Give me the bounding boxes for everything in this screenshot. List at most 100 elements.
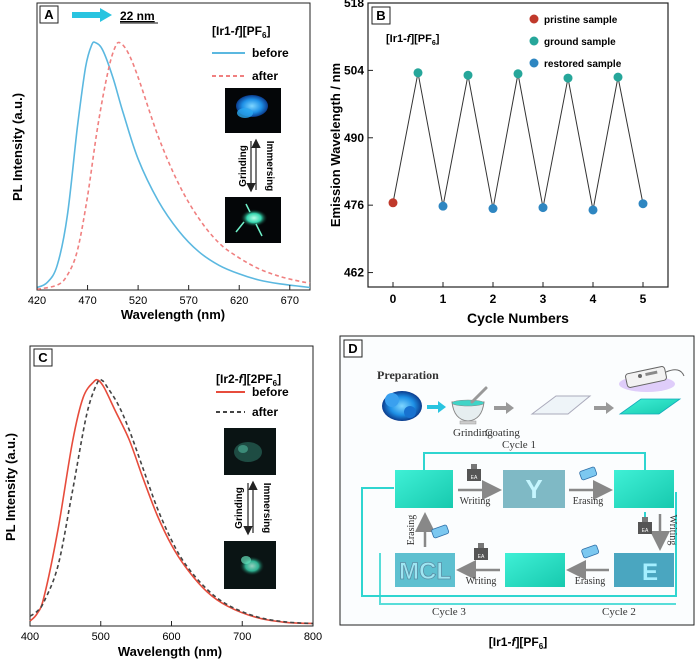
panel-d-label: D <box>348 341 357 356</box>
label-erasing-left: Erasing <box>406 515 417 546</box>
label-writing-bottom: Writing <box>466 576 497 587</box>
panel-b-point <box>488 204 498 214</box>
panel-b-title: [Ir1-f][PF6] <box>386 33 440 47</box>
panel-c-x-ticks: 400 500 600 700 800 <box>21 621 322 643</box>
panel-b-point <box>388 198 398 208</box>
uv-lamp-icon <box>619 366 685 392</box>
panel-c-x-tick-label: 800 <box>304 631 322 643</box>
panel-c-grinding-text: Grinding <box>234 487 245 529</box>
eraser-icon-top <box>579 466 598 481</box>
panel-a-x-tick-label: 470 <box>78 295 96 307</box>
panel-a: A 420 470 520 570 620 670 Wavelength (nm) PL … <box>10 2 311 322</box>
panel-c-y-axis-label: PL Intensity (a.u.) <box>3 433 18 541</box>
panel-b-legend-label: restored sample <box>544 59 622 70</box>
panel-b-legend-label: ground sample <box>544 37 616 48</box>
written-letter-e: E <box>642 559 658 586</box>
svg-text:EA: EA <box>471 475 478 481</box>
panel-a-series-after <box>36 41 311 291</box>
panel-a-inset: Grinding Immersing <box>225 88 281 243</box>
panel-a-label: A <box>44 7 54 22</box>
panel-b-legend-label: pristine sample <box>544 15 618 26</box>
label-erasing-top: Erasing <box>573 496 604 507</box>
panel-d-cyan-arrow <box>427 401 446 413</box>
panel-c-legend-after: after <box>252 405 278 419</box>
panel-b-y-tick-label: 476 <box>344 198 364 212</box>
tile-bottom-left <box>395 553 455 587</box>
panel-b-legend: pristine sample ground sample restored sam… <box>529 14 622 70</box>
panel-b-x-tick-label: 2 <box>490 292 497 306</box>
panel-a-x-ticks: 420 470 520 570 620 670 <box>28 285 299 307</box>
panel-c-x-axis-label: Wavelength (nm) <box>118 644 222 659</box>
panel-d-grinding: Grinding <box>453 427 493 439</box>
panel-b-x-tick-label: 4 <box>590 292 597 306</box>
panel-a-x-tick-label: 620 <box>230 295 248 307</box>
label-erasing-bottom: Erasing <box>575 576 606 587</box>
panel-a-legend-before: before <box>252 46 289 60</box>
panel-a-x-tick-label: 420 <box>28 295 46 307</box>
eraser-icon-left <box>431 524 450 539</box>
panel-b-point <box>638 199 648 209</box>
panel-b: B 462 476 490 504 518 0 1 2 3 4 5 Cycle Numbers E… <box>328 0 669 326</box>
label-writing-right: Writing <box>667 515 678 546</box>
panel-a-y-axis-label: PL Intensity (a.u.) <box>10 93 25 201</box>
panel-b-y-tick-label: 518 <box>344 0 364 10</box>
panel-b-plot <box>388 68 648 215</box>
panel-c-label: C <box>38 350 48 365</box>
panel-b-y-tick-label: 462 <box>344 266 364 280</box>
panel-b-point <box>563 73 573 83</box>
panel-b-label: B <box>376 8 385 23</box>
panel-a-frame <box>36 2 311 291</box>
panel-b-y-tick-label: 490 <box>344 131 364 145</box>
panel-b-frame <box>367 2 669 288</box>
cycle-2-3-loop <box>361 487 677 597</box>
panel-b-connecting-line <box>392 72 644 211</box>
panel-b-point <box>613 72 623 82</box>
eraser-icon-bottom <box>581 544 600 559</box>
panel-d-arrow-2 <box>494 402 514 414</box>
panel-c-title: [Ir2-f][2PF6] <box>216 372 281 388</box>
panel-b-y-axis-label: Emission Wavelength / nm <box>328 63 343 227</box>
panel-a-series-before <box>36 41 311 289</box>
panel-c-label-box <box>33 348 53 367</box>
panel-a-immersing-text: Immersing <box>264 141 275 192</box>
panel-b-x-axis-label: Cycle Numbers <box>467 310 569 326</box>
panel-b-point <box>413 68 423 78</box>
ink-bottle-icon-bottom: EA <box>474 543 488 560</box>
tile-top-right <box>614 470 674 508</box>
panel-d-preparation: Preparation <box>377 368 439 382</box>
panel-a-x-tick-label: 670 <box>281 295 299 307</box>
panel-a-green-powder <box>240 209 268 227</box>
panel-b-x-tick-label: 1 <box>440 292 447 306</box>
label-writing-top: Writing <box>460 496 491 507</box>
panel-d: D Preparation Grinding Coating <box>339 335 695 626</box>
panel-c-x-tick-label: 400 <box>21 631 39 643</box>
panel-a-shift-arrow <box>72 8 112 22</box>
panel-a-x-tick-label: 520 <box>129 295 147 307</box>
written-letters-mcl: MCL <box>399 558 451 585</box>
panel-a-label-box <box>39 5 59 24</box>
blue-powder-icon <box>382 391 422 421</box>
tile-top-left <box>395 470 453 508</box>
panel-b-point <box>513 69 523 79</box>
ink-bottle-icon-right: EA <box>638 517 652 534</box>
panel-b-x-ticks: 0 1 2 3 4 5 <box>390 282 647 306</box>
mortar-icon <box>451 386 488 425</box>
panel-d-cycle-2: Cycle 2 <box>602 606 636 618</box>
panel-a-grinding-text: Grinding <box>238 145 249 187</box>
panel-b-x-tick-label: 5 <box>640 292 647 306</box>
panel-a-shift-label: 22 nm <box>120 9 155 23</box>
panel-b-x-tick-label: 0 <box>390 292 397 306</box>
panel-a-legend-after: after <box>252 69 278 83</box>
tile-bottom-middle <box>505 553 565 587</box>
written-letter-y: Y <box>525 474 542 504</box>
panel-a-x-axis-label: Wavelength (nm) <box>121 307 225 322</box>
glass-slide-icon <box>530 395 592 415</box>
panel-b-point <box>438 201 448 211</box>
panel-b-point <box>463 70 473 80</box>
panel-d-label-box <box>343 339 363 358</box>
panel-b-point <box>538 203 548 213</box>
panel-c: C 400 500 600 700 800 Wavelength (nm) PL Int… <box>3 345 322 659</box>
panel-b-legend-marker <box>529 58 539 68</box>
panel-d-coating: Coating <box>485 427 520 439</box>
